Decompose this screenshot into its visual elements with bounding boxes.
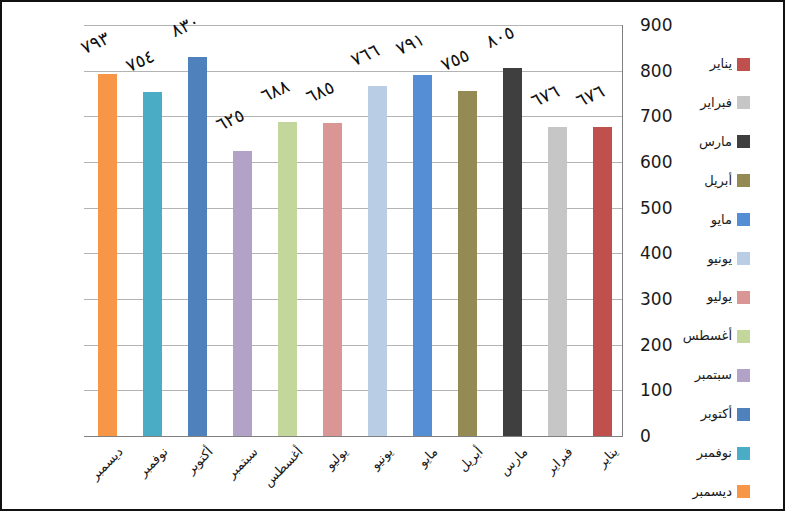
bar-chart: ٧٩٣٧٥٤٨٣٠٦٢٥٦٨٨٦٨٥٧٦٦٧٩١٧٥٥٨٠٥٦٧٦٦٧٦ديسم… — [0, 0, 785, 511]
bar-march[interactable] — [503, 68, 522, 436]
gridline-400 — [84, 253, 622, 254]
legend-item-june[interactable]: يونيو — [707, 251, 750, 267]
bar-february[interactable] — [548, 127, 567, 436]
gridline-200 — [84, 345, 622, 346]
legend-swatch-september — [737, 369, 750, 382]
gridline-700 — [84, 116, 622, 117]
legend-label-august: أغسطس — [683, 328, 732, 344]
y-axis-label-0[interactable]: 0 — [640, 426, 690, 446]
legend-item-october[interactable]: أكتوبر — [701, 406, 750, 422]
legend-label-july: يوليو — [707, 289, 732, 305]
legend-item-march[interactable]: مارس — [699, 134, 750, 150]
legend-label-december: ديسمبر — [692, 484, 732, 500]
legend-swatch-march — [737, 135, 750, 148]
legend-swatch-may — [737, 213, 750, 226]
legend-swatch-june — [737, 252, 750, 265]
bar-june[interactable] — [368, 86, 387, 436]
legend-swatch-august — [737, 330, 750, 343]
legend-swatch-november — [737, 447, 750, 460]
bar-november[interactable] — [143, 92, 162, 436]
legend-item-august[interactable]: أغسطس — [683, 328, 750, 344]
y-axis-label-600[interactable]: 600 — [640, 152, 690, 172]
legend-label-september: سبتمبر — [695, 367, 732, 383]
gridline-600 — [84, 162, 622, 163]
legend-label-november: نوفمبر — [697, 445, 732, 461]
bar-april[interactable] — [458, 91, 477, 436]
data-label-march: ٨٠٥ — [469, 16, 532, 59]
legend-swatch-october — [737, 408, 750, 421]
y-axis-label-100[interactable]: 100 — [640, 380, 690, 400]
legend-swatch-january — [737, 58, 750, 71]
bar-july[interactable] — [323, 123, 342, 436]
category-axis-line — [84, 436, 623, 437]
legend-swatch-july — [737, 291, 750, 304]
bar-december[interactable] — [98, 74, 117, 436]
legend-swatch-february — [737, 96, 750, 109]
gridline-100 — [84, 390, 622, 391]
legend-label-january: يناير — [710, 56, 732, 72]
legend-item-september[interactable]: سبتمبر — [695, 367, 750, 383]
y-axis-label-400[interactable]: 400 — [640, 243, 690, 263]
legend-item-may[interactable]: مايو — [711, 212, 750, 228]
legend-label-june: يونيو — [707, 251, 732, 267]
gridline-500 — [84, 208, 622, 209]
data-label-december: ٧٩٣ — [64, 21, 127, 64]
legend-item-december[interactable]: ديسمبر — [692, 484, 750, 500]
legend-item-november[interactable]: نوفمبر — [697, 445, 750, 461]
bar-january[interactable] — [593, 127, 612, 436]
legend-item-january[interactable]: يناير — [710, 56, 750, 72]
legend-label-april: أبريل — [704, 173, 732, 189]
bar-october[interactable] — [188, 57, 207, 436]
legend-item-july[interactable]: يوليو — [707, 289, 750, 305]
y-axis-label-300[interactable]: 300 — [640, 289, 690, 309]
legend-label-october: أكتوبر — [701, 406, 732, 422]
legend-label-march: مارس — [699, 134, 732, 150]
y-axis-label-900[interactable]: 900 — [640, 15, 690, 35]
legend-item-february[interactable]: فبراير — [700, 95, 750, 111]
y-axis-label-800[interactable]: 800 — [640, 61, 690, 81]
legend-label-february: فبراير — [700, 95, 732, 111]
bar-september[interactable] — [233, 151, 252, 436]
bar-august[interactable] — [278, 122, 297, 436]
legend-label-may: مايو — [711, 212, 732, 228]
y-axis-label-500[interactable]: 500 — [640, 198, 690, 218]
legend-swatch-april — [737, 174, 750, 187]
y-axis-label-700[interactable]: 700 — [640, 106, 690, 126]
bar-may[interactable] — [413, 75, 432, 436]
data-label-october: ٨٣٠ — [154, 4, 217, 47]
legend-swatch-december — [737, 485, 750, 498]
plot-area-border-right — [622, 25, 623, 436]
gridline-300 — [84, 299, 622, 300]
legend-item-april[interactable]: أبريل — [704, 173, 750, 189]
